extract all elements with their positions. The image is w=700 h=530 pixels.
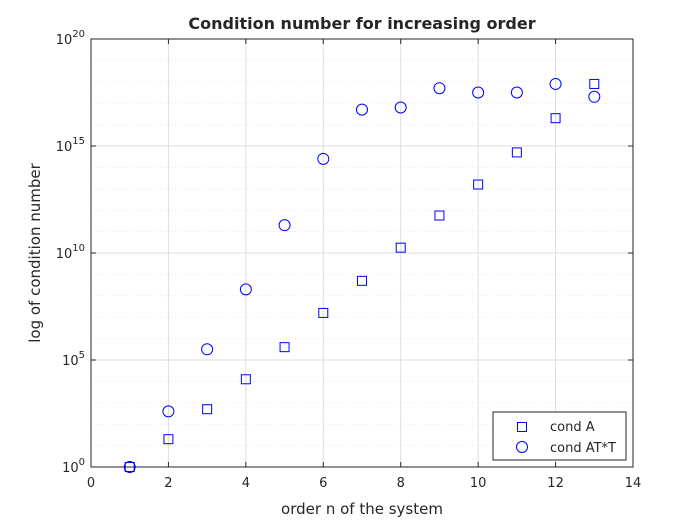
cond-att-point	[123, 461, 136, 473]
legend-marker-square	[517, 422, 527, 432]
y-tick-label: 100	[62, 457, 85, 476]
cond-att-point	[201, 343, 214, 356]
cond-att-point	[239, 283, 252, 296]
x-tick-label: 10	[470, 476, 487, 491]
legend-label-cond-a: cond A	[550, 420, 595, 435]
data-points	[123, 77, 601, 473]
cond-a-point	[511, 147, 522, 158]
cond-att-point	[356, 103, 368, 116]
x-tick-label: 6	[319, 476, 327, 491]
y-tick-label: 1015	[56, 136, 85, 155]
legend: cond A cond AT*T	[492, 411, 627, 461]
x-axis-ticks: 0 2 4 6 8 10 12 14	[87, 39, 641, 491]
y-axis-label: log of condition number	[26, 162, 44, 342]
cond-a-point	[124, 462, 135, 472]
cond-a-point	[163, 434, 174, 445]
y-axis-ticks: 100 105 1010 1015 1020	[56, 29, 633, 476]
cond-att-point	[317, 152, 330, 165]
x-tick-label: 0	[87, 476, 95, 491]
cond-att-point	[278, 219, 291, 232]
y-tick-label: 1010	[56, 243, 85, 262]
cond-att-point	[162, 405, 175, 418]
cond-a-point	[240, 374, 251, 385]
cond-att-point	[433, 82, 446, 95]
cond-a-point	[589, 78, 600, 89]
x-axis-label: order n of the system	[281, 500, 443, 518]
chart-title: Condition number for increasing order	[188, 14, 535, 33]
x-tick-label: 12	[547, 476, 564, 491]
cond-a-point	[202, 404, 213, 415]
cond-att-point	[549, 77, 562, 90]
cond-att-point	[394, 101, 407, 114]
y-tick-label: 105	[62, 350, 85, 369]
x-tick-label: 8	[397, 476, 405, 491]
cond-a-point	[279, 342, 290, 353]
cond-a-point	[473, 179, 484, 190]
x-tick-label: 2	[164, 476, 172, 491]
x-tick-label: 14	[625, 476, 642, 491]
cond-a-point	[395, 242, 406, 253]
cond-a-point	[434, 210, 445, 221]
cond-a-point	[550, 113, 561, 124]
cond-a-point	[357, 275, 367, 286]
cond-a-point	[318, 307, 329, 318]
cond-att-point	[472, 86, 485, 99]
y-tick-label: 1020	[56, 29, 85, 48]
legend-label-cond-att: cond AT*T	[550, 441, 616, 456]
legend-box	[492, 411, 627, 461]
cond-att-point	[510, 86, 523, 99]
cond-att-point	[588, 90, 601, 103]
legend-marker-circle	[516, 441, 528, 453]
x-tick-label: 4	[242, 476, 250, 491]
